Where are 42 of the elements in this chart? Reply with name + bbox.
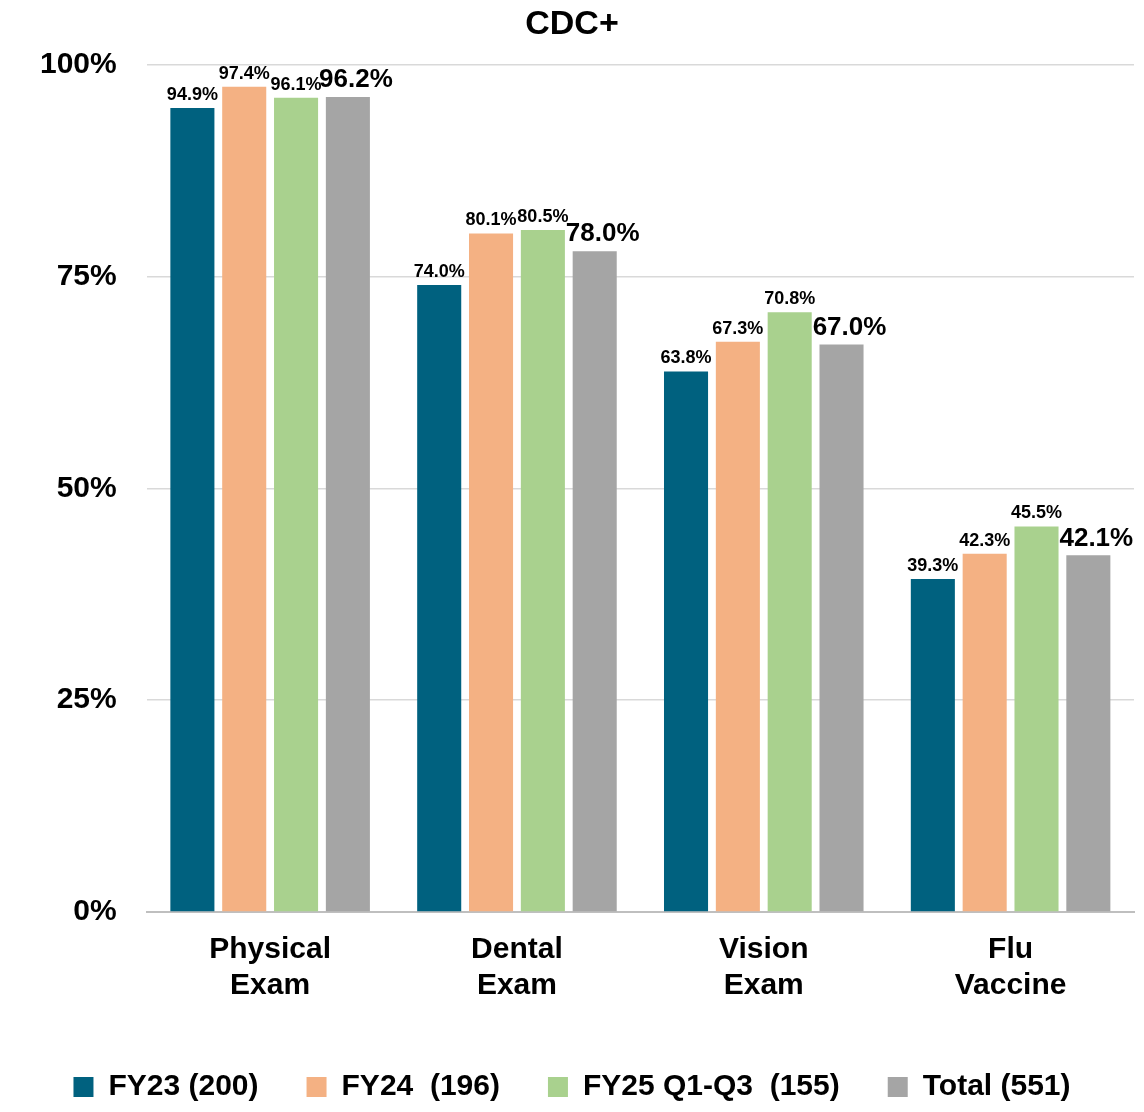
bar	[1014, 526, 1059, 912]
bar	[1066, 555, 1111, 912]
y-tick-label: 75%	[56, 257, 117, 291]
bar	[819, 344, 864, 912]
data-label: 45.5%	[1010, 502, 1063, 523]
bar	[715, 341, 760, 912]
legend-label: FY25 Q1-Q3 (155)	[582, 1068, 840, 1102]
data-label: 39.3%	[907, 555, 959, 576]
data-label: 94.9%	[166, 83, 218, 104]
data-label: 63.8%	[660, 347, 712, 368]
data-label: 74.0%	[413, 261, 465, 282]
y-tick-label: 50%	[56, 469, 117, 503]
x-tick-label: Dental Exam	[471, 931, 563, 1001]
bar	[962, 553, 1007, 912]
legend-label: FY23 (200)	[108, 1068, 259, 1102]
legend-label: Total (551)	[922, 1068, 1071, 1102]
x-tick-label: Vision Exam	[719, 931, 809, 1001]
bar	[910, 579, 955, 912]
chart-title: CDC+	[525, 2, 619, 41]
bar	[767, 312, 812, 912]
y-tick-label: 25%	[56, 681, 117, 715]
data-label: 42.1%	[1059, 521, 1134, 552]
data-label: 97.4%	[218, 62, 270, 83]
legend-label: FY24 (196)	[341, 1068, 500, 1102]
x-tick-label: Flu Vaccine	[954, 931, 1067, 1001]
bar	[520, 230, 565, 912]
bar	[222, 86, 267, 912]
bar	[274, 97, 319, 912]
bar	[664, 371, 709, 912]
data-label: 70.8%	[764, 288, 816, 309]
bar	[572, 251, 617, 912]
bar	[417, 285, 462, 912]
data-label: 67.3%	[712, 317, 764, 338]
y-tick-label: 100%	[39, 46, 117, 80]
bar	[469, 233, 514, 912]
data-label: 67.0%	[812, 310, 887, 341]
data-label: 80.1%	[465, 209, 517, 230]
data-label: 42.3%	[959, 529, 1011, 550]
y-tick-label: 0%	[73, 893, 117, 927]
bar	[170, 108, 215, 912]
x-tick-label: Physical Exam	[209, 931, 332, 1001]
bar	[325, 96, 370, 912]
